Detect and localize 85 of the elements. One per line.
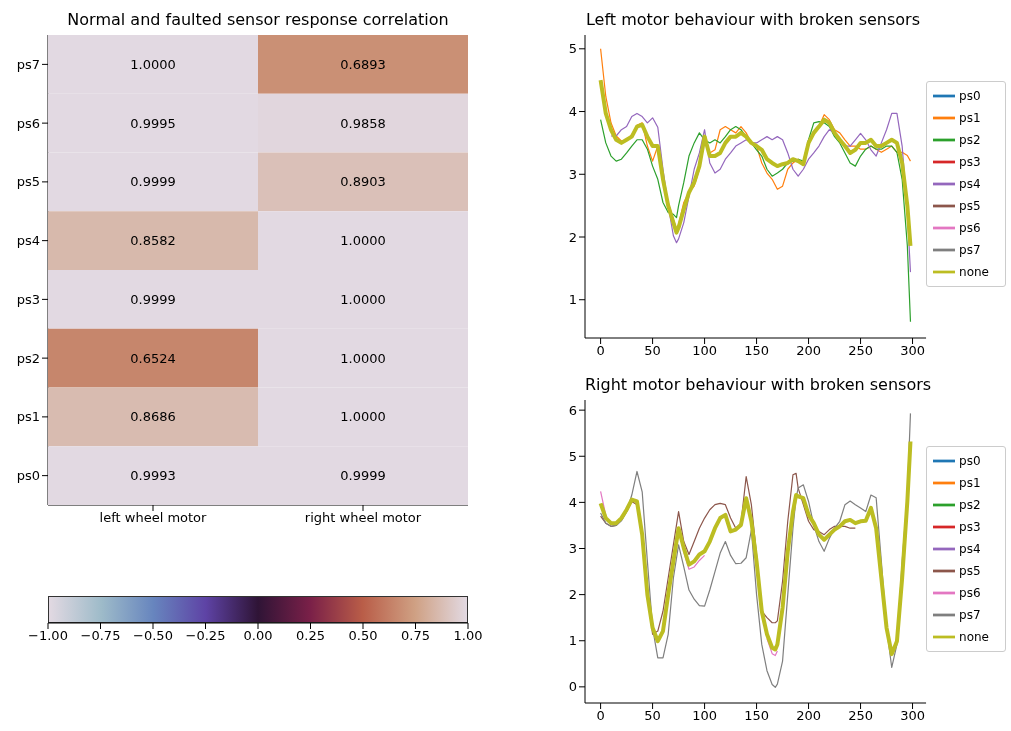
- y-tick-label: ps2: [16, 350, 40, 366]
- data-label: 0.9995: [130, 115, 176, 131]
- y-tick-label: 2: [568, 229, 577, 245]
- y-tick-label: 1: [568, 292, 577, 308]
- x-tick-label: 200: [796, 708, 821, 724]
- y-tick-label: ps4: [16, 233, 40, 249]
- x-tick-label: 100: [692, 343, 717, 359]
- color-bar-label: −0.25: [185, 628, 226, 644]
- legend-label: ps4: [959, 176, 981, 191]
- legend-label: none: [959, 629, 989, 644]
- y-tick-label: ps1: [16, 409, 40, 425]
- y-tick-label: ps6: [16, 115, 40, 131]
- x-tick-label: 100: [692, 708, 717, 724]
- y-tick-label: ps5: [16, 174, 40, 190]
- y-tick-label: 1: [568, 633, 577, 649]
- y-tick-label: 0: [568, 679, 577, 695]
- x-tick-label: 0: [596, 708, 605, 724]
- legend-label: ps2: [959, 132, 981, 147]
- data-label: 0.8582: [130, 233, 176, 249]
- legend-label: ps5: [959, 198, 981, 213]
- line-series: [600, 119, 912, 323]
- chart-title: Left motor behaviour with broken sensors: [585, 10, 921, 29]
- data-label: 0.6893: [340, 56, 386, 72]
- y-tick-label: ps3: [16, 291, 40, 307]
- y-tick-label: 5: [568, 448, 577, 464]
- legend-label: ps7: [959, 242, 981, 257]
- data-label: 1.0000: [340, 350, 386, 366]
- data-label: 0.9999: [130, 291, 176, 307]
- data-label: 0.9999: [340, 468, 386, 484]
- y-tick-label: 3: [568, 541, 577, 557]
- x-tick-label: 50: [644, 708, 661, 724]
- legend-label: ps7: [959, 607, 981, 622]
- x-tick-label: 200: [796, 343, 821, 359]
- x-tick-label: 150: [744, 343, 769, 359]
- data-label: 1.0000: [340, 233, 386, 249]
- y-tick-label: ps7: [16, 56, 40, 72]
- legend-label: ps2: [959, 497, 981, 512]
- x-tick-label: 300: [900, 708, 925, 724]
- chart-title: Right motor behaviour with broken sensors: [585, 375, 932, 394]
- chart-title: Normal and faulted sensor response correlation: [66, 10, 450, 29]
- x-tick-label: 250: [848, 343, 873, 359]
- data-label: 0.9858: [340, 115, 386, 131]
- legend-label: ps6: [959, 220, 981, 235]
- legend-label: ps0: [959, 88, 981, 103]
- y-tick-label: 6: [568, 402, 577, 418]
- color-bar-label: 0.50: [348, 628, 378, 644]
- x-tick-label: 150: [744, 708, 769, 724]
- legend-label: none: [959, 264, 989, 279]
- x-tick-label: 0: [596, 343, 605, 359]
- color-bar-label: 0.75: [401, 628, 430, 644]
- legend-label: ps0: [959, 453, 981, 468]
- data-label: 0.8903: [340, 174, 386, 190]
- color-bar-label: 0.25: [296, 628, 325, 644]
- color-bar-label: 0.00: [243, 628, 273, 644]
- y-tick-label: 4: [568, 104, 577, 120]
- data-label: 0.8686: [130, 409, 176, 425]
- x-tick-label: 300: [900, 343, 925, 359]
- color-bar-label: −0.75: [80, 628, 121, 644]
- legend-label: ps3: [959, 519, 981, 534]
- x-tick-label: 50: [644, 343, 661, 359]
- data-label: 1.0000: [340, 291, 386, 307]
- legend-label: ps1: [959, 475, 981, 490]
- color-bar-label: −0.50: [133, 628, 173, 644]
- x-tick-label: right wheel motor: [304, 510, 422, 526]
- color-bar-label: 1.00: [453, 628, 483, 644]
- line-series: [598, 439, 913, 657]
- y-tick-label: ps0: [16, 468, 40, 484]
- legend-label: ps1: [959, 110, 981, 125]
- color-bar-label: −1.00: [28, 628, 68, 644]
- y-tick-label: 3: [568, 166, 577, 182]
- data-label: 0.9999: [130, 174, 176, 190]
- legend-label: ps3: [959, 154, 981, 169]
- data-label: 1.0000: [130, 56, 176, 72]
- data-label: 0.6524: [130, 350, 176, 366]
- y-tick-label: 4: [568, 495, 577, 510]
- y-tick-label: 5: [568, 41, 577, 57]
- legend-label: ps6: [959, 585, 981, 600]
- data-label: 1.0000: [340, 409, 386, 425]
- legend-label: ps4: [959, 541, 981, 556]
- x-tick-label: left wheel motor: [99, 510, 208, 526]
- x-tick-label: 250: [848, 708, 873, 724]
- y-tick-label: 2: [568, 587, 577, 603]
- line-series: [598, 78, 913, 248]
- data-label: 0.9993: [130, 468, 176, 484]
- legend-label: ps5: [959, 563, 981, 578]
